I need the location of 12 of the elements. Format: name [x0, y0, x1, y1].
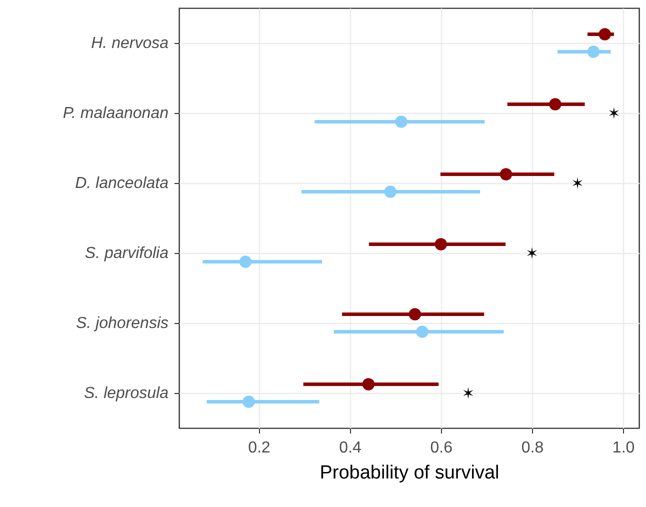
x-tick-label: 0.6 — [430, 440, 453, 456]
y-tick-label: D. lanceolata — [75, 175, 169, 192]
y-tick-label: S. johorensis — [76, 315, 168, 332]
y-tick-label: S. parvifolia — [84, 245, 169, 262]
y-tick-label: H. nervosa — [91, 35, 169, 52]
x-tick-label: 0.2 — [248, 440, 270, 456]
y-tick-label: P. malaanonan — [62, 105, 169, 122]
x-axis-title: Probability of survival — [320, 462, 500, 484]
x-tick-label: 0.4 — [339, 440, 362, 456]
x-tick-label: 1.0 — [612, 440, 635, 456]
x-tick-label: 0.8 — [521, 440, 544, 456]
y-tick-label: S. leprosula — [84, 385, 169, 402]
